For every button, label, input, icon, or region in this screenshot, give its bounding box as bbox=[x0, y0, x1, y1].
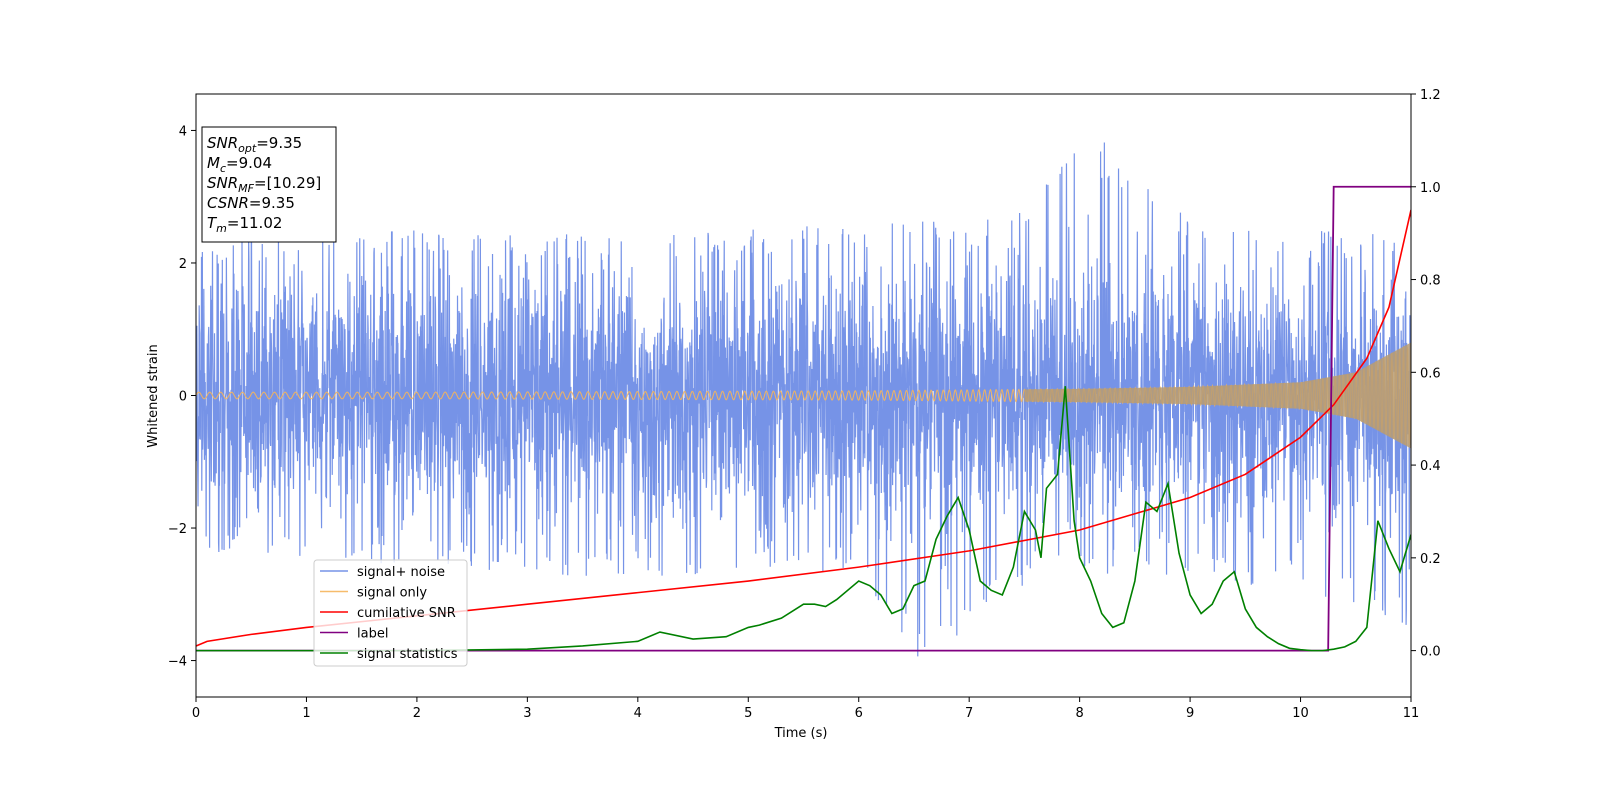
x-axis-label: Time (s) bbox=[774, 726, 828, 741]
y-axis-right: 0.0 0.2 0.4 0.6 0.8 1.0 1.2 bbox=[1411, 88, 1441, 660]
signal-statistics-line bbox=[196, 386, 1411, 652]
x-tick-label: 2 bbox=[413, 706, 421, 721]
y-right-tick-label: 0.8 bbox=[1420, 274, 1441, 289]
x-tick-label: 5 bbox=[744, 706, 752, 721]
legend-entry: signal statistics bbox=[357, 647, 458, 662]
info-box-frame bbox=[201, 126, 337, 243]
legend-entry: cumilative SNR bbox=[357, 606, 456, 621]
series-layer bbox=[196, 142, 1411, 657]
legend-entry: signal only bbox=[357, 586, 427, 601]
x-tick-label: 6 bbox=[855, 706, 863, 721]
legend-entry: signal+ noise bbox=[357, 565, 445, 580]
y-left-tick-label: −2 bbox=[168, 522, 187, 537]
y-axis-label: Whitened strain bbox=[146, 344, 161, 447]
x-tick-label: 11 bbox=[1403, 706, 1420, 721]
x-tick-label: 1 bbox=[302, 706, 310, 721]
info-line: CSNR=9.35 bbox=[207, 194, 295, 212]
legend: signal+ noise signal only cumilative SNR la… bbox=[313, 559, 468, 667]
y-axis-left: −4 −2 0 2 4 bbox=[168, 124, 196, 670]
signal-only-envelope bbox=[1024, 342, 1411, 449]
y-right-tick-label: 0.4 bbox=[1420, 459, 1441, 474]
x-tick-label: 0 bbox=[192, 706, 200, 721]
x-tick-label: 8 bbox=[1075, 706, 1083, 721]
info-line: SNRopt=9.35 bbox=[207, 134, 302, 155]
info-line: SNRMF=[10.29] bbox=[207, 174, 321, 195]
y-left-tick-label: 4 bbox=[179, 124, 187, 139]
y-right-tick-label: 0.2 bbox=[1420, 552, 1441, 567]
label-line bbox=[196, 185, 1411, 652]
info-line: Mc=9.04 bbox=[207, 154, 272, 175]
x-tick-label: 10 bbox=[1292, 706, 1309, 721]
x-tick-label: 4 bbox=[634, 706, 642, 721]
y-right-tick-label: 1.2 bbox=[1420, 88, 1441, 103]
legend-frame bbox=[313, 559, 468, 667]
info-line: Tm=11.02 bbox=[207, 214, 282, 235]
legend-entry: label bbox=[357, 627, 388, 642]
y-right-tick-label: 0.0 bbox=[1420, 645, 1441, 660]
x-tick-label: 7 bbox=[965, 706, 973, 721]
y-left-tick-label: 2 bbox=[179, 257, 187, 272]
y-right-tick-label: 0.6 bbox=[1420, 366, 1441, 381]
y-right-tick-label: 1.0 bbox=[1420, 181, 1441, 196]
info-box: SNRopt=9.35Mc=9.04SNRMF=[10.29]CSNR=9.35… bbox=[201, 126, 337, 243]
y-left-tick-label: 0 bbox=[179, 390, 187, 405]
x-axis: 0 1 2 3 4 5 6 7 8 9 10 11 bbox=[192, 697, 1419, 721]
y-left-tick-label: −4 bbox=[168, 655, 187, 670]
x-tick-label: 3 bbox=[523, 706, 531, 721]
cumulative-snr-line bbox=[196, 209, 1411, 647]
x-tick-label: 9 bbox=[1186, 706, 1194, 721]
